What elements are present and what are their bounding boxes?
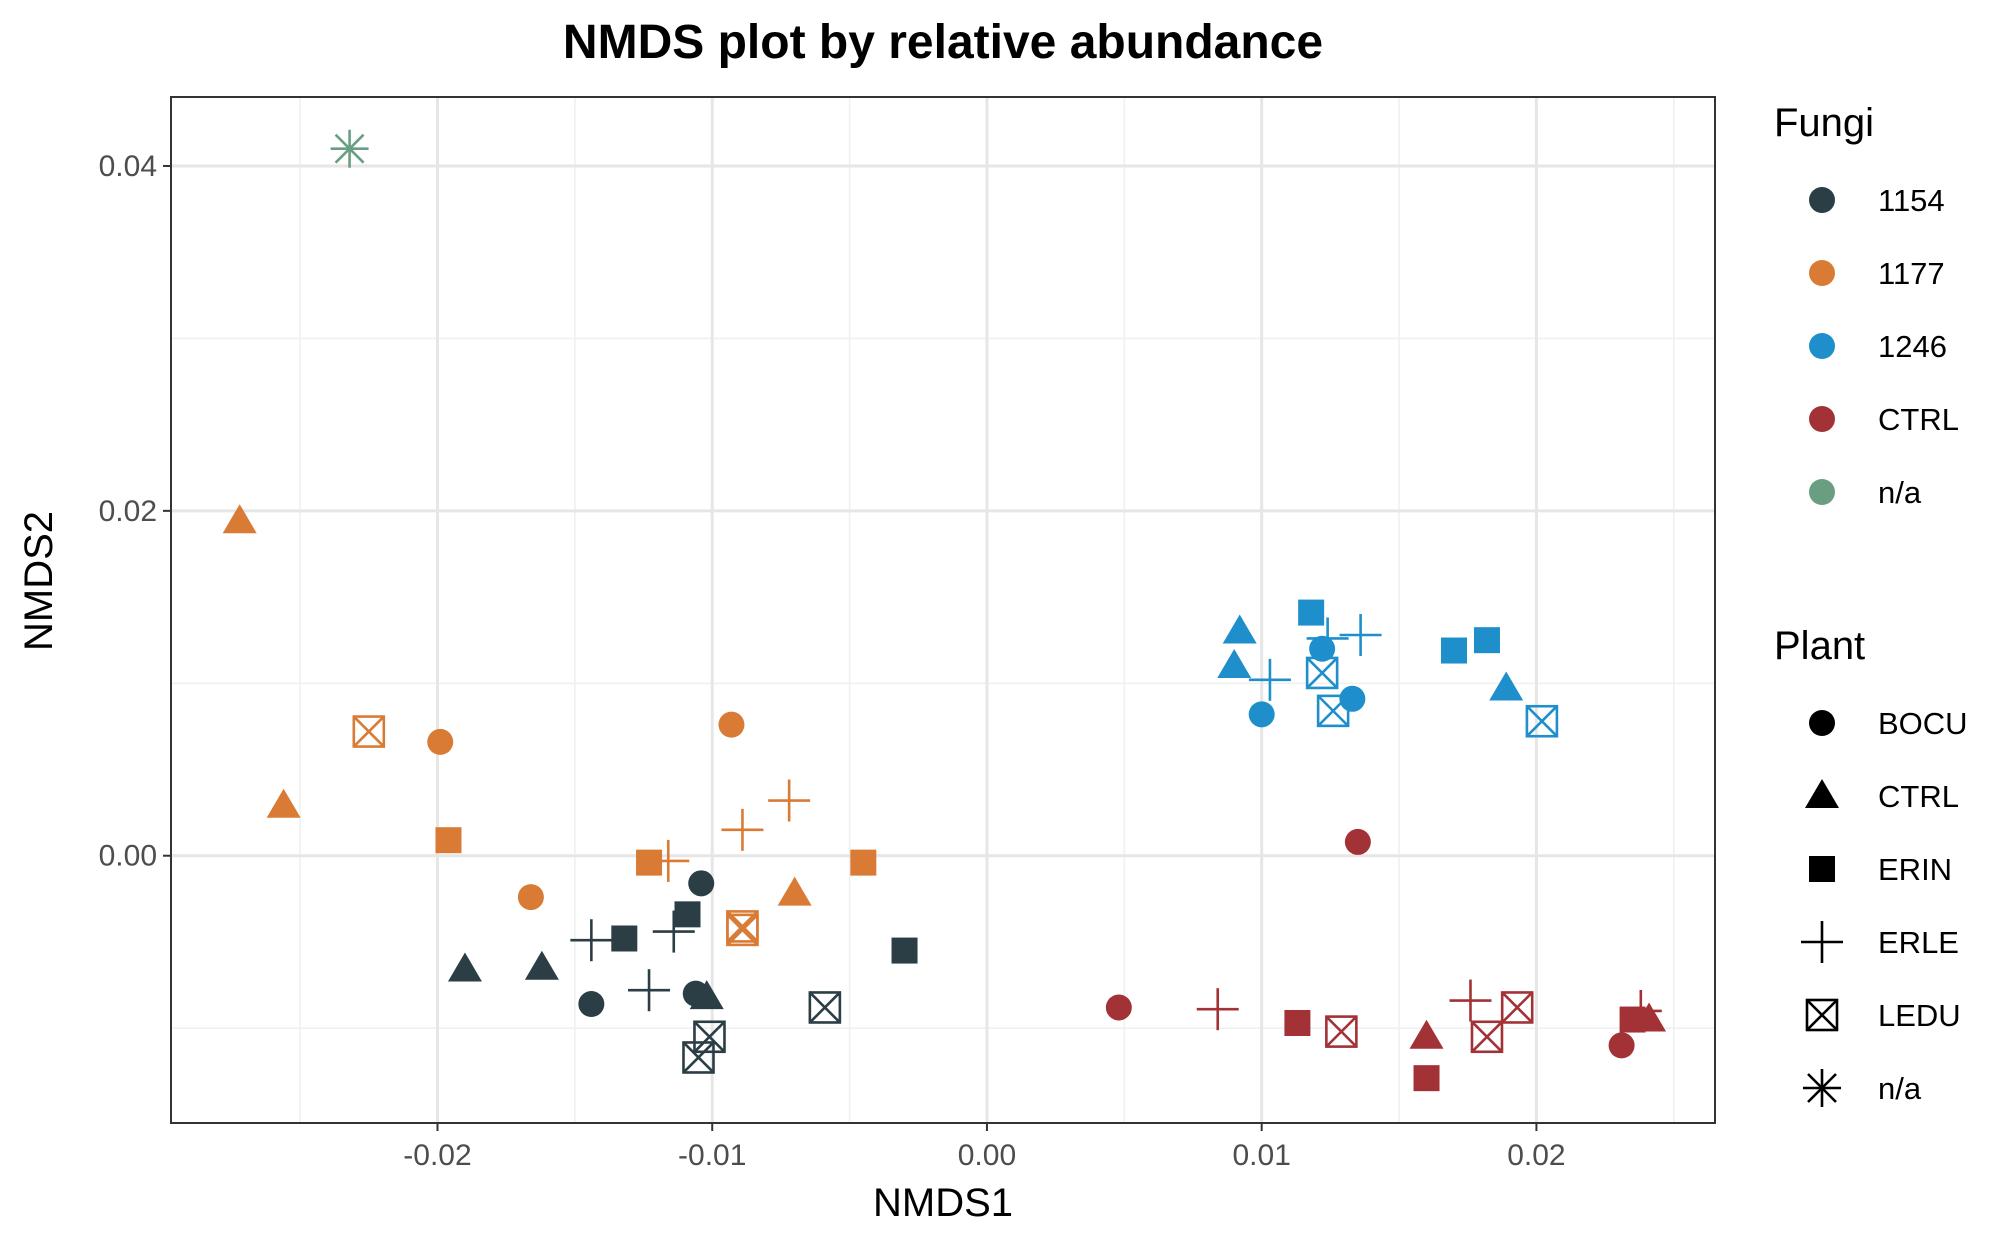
legend-key-plant [1805,998,1839,1032]
data-point-boxx [1470,1020,1504,1054]
data-point-boxx [726,913,759,947]
data-point-plus [652,910,695,953]
x-tick-label: 0.00 [958,1139,1016,1172]
legend-label-fungi: 1177 [1878,256,1945,291]
legend-key-fungi [1809,260,1835,286]
y-tick-label: 0.00 [99,840,157,873]
data-point-square [1298,599,1325,626]
data-point-plus [628,969,671,1012]
data-point-plus [1248,658,1291,701]
data-point-boxx [1316,694,1350,728]
y-axis-title: NMDS2 [17,511,61,651]
data-point-circle [1105,994,1132,1021]
legend-key-plant [1809,710,1835,736]
legend-label-plant: BOCU [1878,706,1968,741]
legend-key-plant [1803,1069,1841,1107]
data-point-boxx [1325,1015,1358,1048]
data-point-triangle [447,952,482,982]
legend-label-plant: CTRL [1878,779,1959,814]
legend-title-plant: Plant [1774,624,1865,668]
data-point-square [674,901,701,928]
legend-label-plant: LEDU [1878,998,1961,1033]
data-point-triangle [1217,649,1252,679]
y-tick-label: 0.02 [99,495,157,528]
data-point-plus [647,839,690,882]
data-point-circle [718,711,745,738]
data-point-boxx [808,991,842,1024]
x-tick-label: -0.02 [403,1139,471,1172]
data-point-square [850,849,877,876]
data-point-circle [1339,685,1366,712]
data-point-plus [1339,614,1382,657]
x-tick-label: 0.02 [1507,1139,1565,1172]
legends: Fungi 1154 1177 1246 CTRL n/a Plant BOCU CTRL ERI… [1774,101,1968,1107]
legend-label-fungi: 1246 [1878,329,1947,364]
data-point-circle [682,980,709,1007]
axes: -0.02 -0.01 0.00 0.01 0.02 0.00 0.02 0.04 [99,150,1566,1172]
legend-label-plant: ERIN [1878,852,1952,887]
data-point-square [435,827,462,854]
legend-key-plant [1801,921,1843,963]
data-point-boxx [1525,704,1559,738]
data-point-circle [688,870,715,897]
legend-key-fungi [1809,187,1835,213]
data-point-asterisk [330,129,369,168]
legend-label-fungi: CTRL [1878,402,1959,437]
legend-key-plant [1809,856,1835,882]
plot-panel-border [170,96,1716,1124]
data-point-square [1284,1009,1311,1036]
legend-label-fungi: n/a [1878,475,1922,510]
data-points [222,129,1667,1092]
data-point-plus [1619,989,1662,1032]
data-point-triangle [1222,614,1257,644]
data-point-plus [570,919,613,962]
data-point-square [636,849,663,876]
data-point-boxx [1305,656,1339,690]
data-point-square [611,925,638,952]
data-point-circle [1248,701,1275,728]
legend-key-fungi [1809,406,1835,432]
data-point-square [891,937,918,964]
y-tick-label: 0.04 [99,150,157,183]
legend-key-fungi [1809,333,1835,359]
data-point-boxx [693,1020,726,1054]
data-point-triangle [222,504,257,534]
data-point-boxx [1500,991,1534,1024]
data-point-triangle [1409,1019,1444,1049]
data-point-plus [768,779,811,822]
data-point-plus [721,808,764,851]
data-point-triangle [1489,671,1524,701]
x-axis-title: NMDS1 [873,1181,1013,1225]
data-point-plus [1449,979,1492,1022]
data-point-square [1441,637,1468,664]
data-point-boxx [352,715,386,748]
data-point-circle [578,991,605,1018]
data-point-boxx [682,1041,715,1074]
data-point-circle [427,728,454,755]
data-point-square [1413,1065,1440,1092]
data-point-triangle [777,876,812,906]
data-point-triangle [266,788,301,818]
grid-lines [171,97,1715,1123]
data-point-circle [1344,828,1371,855]
x-tick-label: -0.01 [678,1139,746,1172]
legend-label-fungi: 1154 [1878,183,1945,218]
data-point-triangle [524,950,559,980]
data-point-circle [1608,1032,1635,1059]
data-point-circle [517,884,544,911]
data-point-plus [1306,617,1349,660]
x-tick-label: 0.01 [1232,1139,1290,1172]
legend-label-plant: n/a [1878,1071,1922,1106]
legend-label-plant: ERLE [1878,925,1959,960]
data-point-square [1473,627,1500,654]
legend-key-fungi [1809,479,1835,505]
data-point-plus [1196,988,1239,1031]
legend-title-fungi: Fungi [1774,101,1874,145]
legend-key-plant [1805,779,1839,808]
chart-title: NMDS plot by relative abundance [563,16,1323,69]
